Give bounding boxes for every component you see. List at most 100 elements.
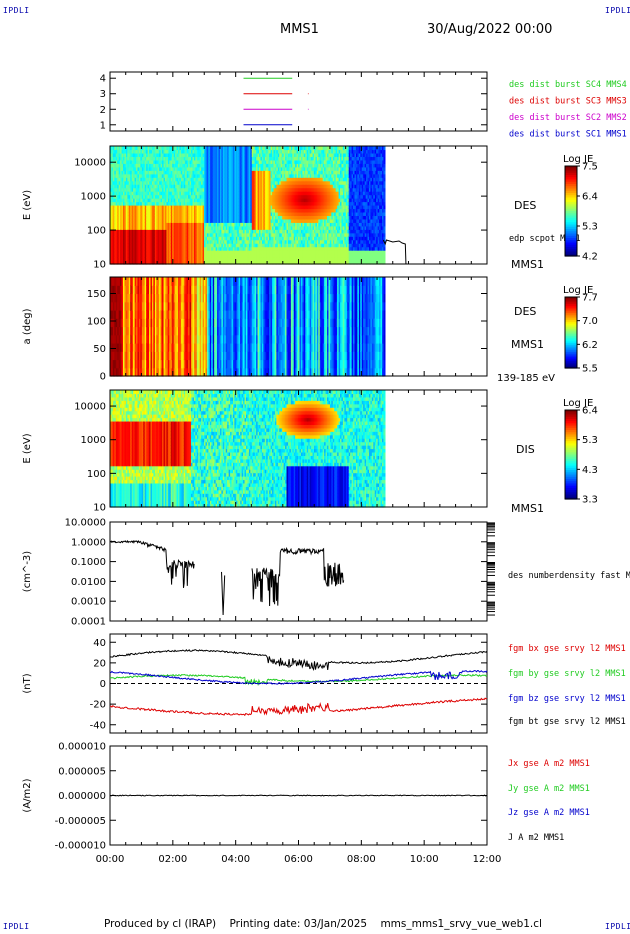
spectrogram-cell [266,194,269,199]
spectrogram-cell [131,243,134,248]
spectrogram-cell [208,184,211,189]
spectrogram-cell [150,257,153,262]
spectrogram-cell [311,260,314,265]
spectrogram-cell [296,218,299,223]
spectrogram-cell [257,198,260,203]
spectrogram-cell [141,146,144,151]
spectrogram-cell [306,177,309,182]
spectrogram-cell [183,173,186,178]
spectrogram-cell [212,180,215,185]
spectrogram-cell [133,225,136,230]
spectrogram-cell [231,194,234,199]
spectrogram-cell [266,191,269,196]
spectrogram-cell [274,173,277,178]
spectrogram-cell [287,243,291,248]
spectrogram-cell [208,243,211,248]
spectrogram-cell [196,225,199,230]
spectrogram-cell [159,156,162,161]
spectrogram-cell [217,191,220,196]
spectrogram-cell [214,215,217,220]
spectrogram-cell [221,257,224,262]
spectrogram-cell [282,236,285,241]
spectrogram-cell [274,166,277,171]
spectrogram-cell [259,218,262,223]
spectrogram-cell [144,173,147,178]
spectrogram-cell [164,201,168,206]
spectrogram-cell [264,229,267,234]
spectrogram-cell [237,257,240,262]
spectrogram-cell [173,177,176,182]
spectrogram-cell [302,159,305,164]
spectrogram-cell [270,180,273,185]
spectrogram-cell [292,180,295,185]
spectrogram-cell [295,198,298,203]
spectrogram-cell [159,239,162,244]
spectrogram-cell [153,187,156,192]
spectrogram-cell [279,232,282,237]
spectrogram-cell [280,215,283,220]
spectrogram-cell [130,173,133,178]
spectrogram-cell [232,194,236,199]
spectrogram-cell [232,236,236,241]
spectrogram-cell [228,152,231,158]
spectrogram-cell [286,222,289,227]
spectrogram-cell [124,239,127,244]
spectrogram-cell [282,208,285,213]
spectrogram-cell [169,243,172,248]
spectrogram-cell [204,222,207,227]
spectrogram-cell [141,239,144,244]
spectrogram-cell [154,253,157,258]
spectrogram-cell [178,236,181,241]
spectrogram-cell [136,177,139,182]
spectrogram-cell [230,170,233,175]
spectrogram-cell [149,177,152,182]
spectrogram-cell [259,236,262,241]
spectrogram-cell [156,163,159,168]
spectrogram-cell [114,205,117,210]
spectrogram-cell [309,232,312,237]
spectrogram-cell [276,180,279,185]
spectrogram-cell [314,218,317,223]
spectrogram-cell [248,156,251,161]
spectrogram-cell [212,260,215,265]
spectrogram-cell [159,208,162,213]
spectrogram-cell [162,229,165,234]
spectrogram-cell [178,205,181,210]
spectrogram-cell [300,159,304,164]
spectrogram-cell [253,260,256,265]
spectrogram-cell [228,211,231,217]
spectrogram-cell [140,201,143,206]
spectrogram-cell [235,156,238,161]
spectrogram-cell [306,205,309,210]
spectrogram-cell [218,201,221,206]
spectrogram-cell [235,166,238,171]
spectrogram-cell [118,166,121,171]
spectrogram-cell [298,211,301,217]
spectrogram-cell [273,211,276,217]
spectrogram-cell [167,218,170,223]
spectrogram-cell [202,198,205,203]
spectrogram-cell [246,170,249,175]
spectrogram-cell [125,211,128,217]
spectrogram-cell [193,229,196,234]
spectrogram-cell [221,215,224,220]
spectrogram-cell [127,236,130,241]
spectrogram-cell [283,211,286,217]
spectrogram-cell [264,218,267,223]
spectrogram-cell [209,184,212,189]
spectrogram-cell [254,253,257,258]
spectrogram-cell [295,149,298,154]
spectrogram-cell [128,222,131,227]
spectrogram-cell [128,173,131,178]
spectrogram-cell [219,152,223,158]
spectrogram-cell [254,152,257,158]
panel-1-ytick-label: 2 [100,105,106,116]
spectrogram-cell [175,177,178,182]
spectrogram-cell [196,236,199,241]
spectrogram-cell [154,198,157,203]
spectrogram-cell [115,191,118,196]
spectrogram-cell [124,163,127,168]
spectrogram-cell [198,177,201,182]
spectrogram-cell [147,218,150,223]
spectrogram-cell [219,215,223,220]
